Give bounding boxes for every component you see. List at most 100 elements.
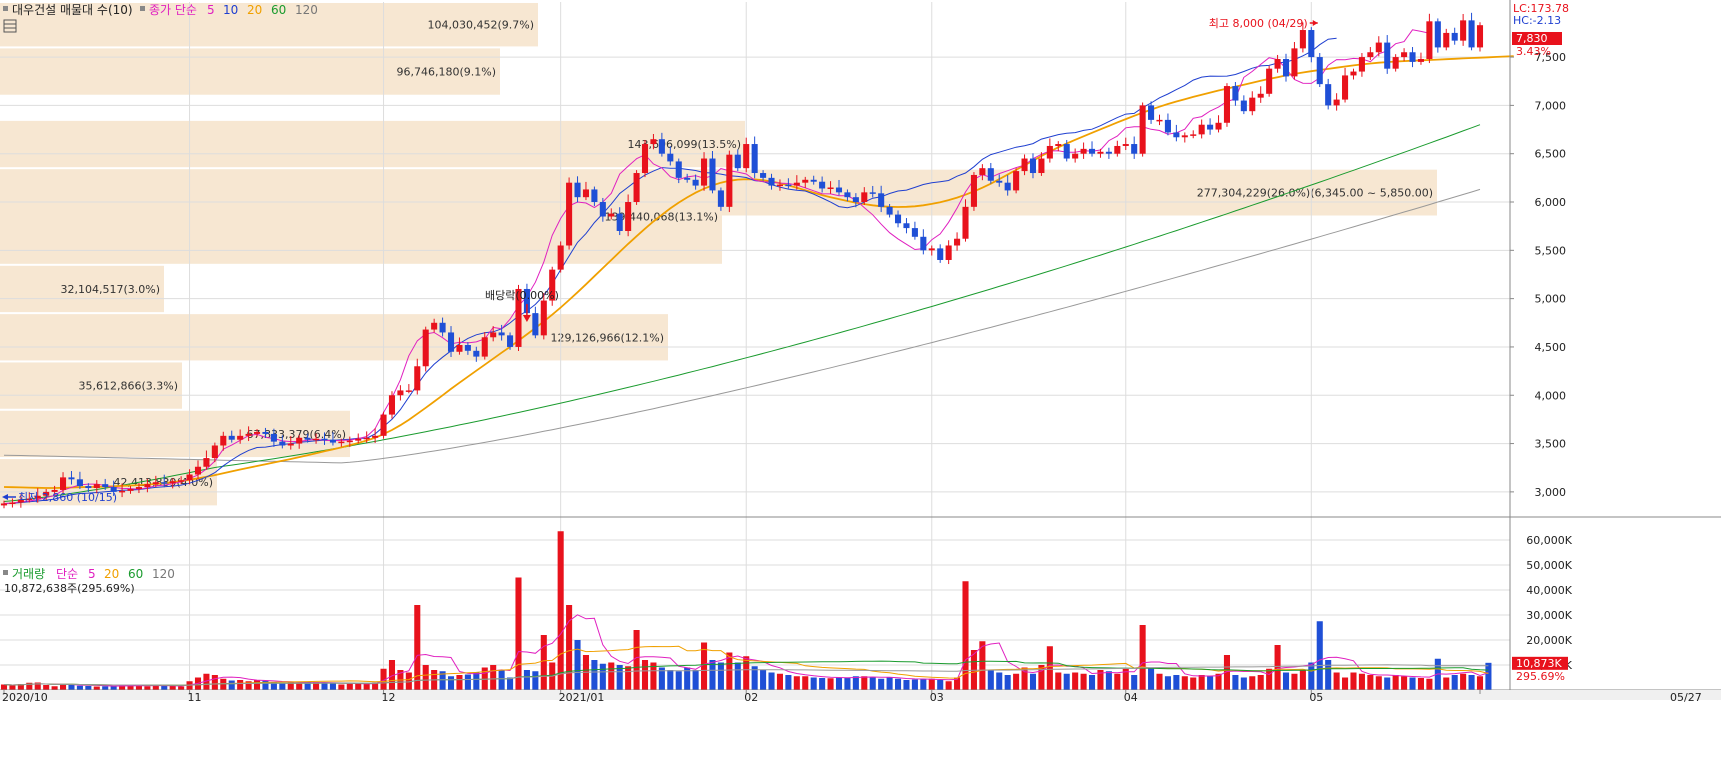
volume-bar bbox=[380, 668, 387, 690]
candle-body bbox=[861, 192, 868, 203]
volume-bar bbox=[439, 671, 446, 690]
candle-body bbox=[144, 484, 151, 488]
volume-bar bbox=[93, 686, 100, 690]
candle-body bbox=[397, 390, 404, 396]
volume-bar bbox=[135, 685, 142, 690]
candle-body bbox=[68, 477, 75, 480]
candle-body bbox=[237, 435, 244, 440]
candle-body bbox=[1181, 135, 1188, 138]
candle-body bbox=[1350, 71, 1357, 76]
volume-bar bbox=[557, 531, 564, 690]
volume-bar bbox=[667, 670, 674, 690]
volume-change-badge: 295.69% bbox=[1516, 670, 1565, 683]
candle-body bbox=[1443, 32, 1450, 48]
volume-profile-bar bbox=[0, 314, 668, 361]
date-tick-label: 11 bbox=[188, 691, 202, 704]
volume-bars-layer[interactable] bbox=[0, 531, 1492, 690]
volume-bar bbox=[599, 663, 606, 690]
volume-bar bbox=[1460, 673, 1467, 690]
candle-body bbox=[161, 482, 168, 484]
volume-bar bbox=[507, 677, 514, 690]
volume-badge: 10,873K bbox=[1516, 657, 1562, 670]
candle-body bbox=[844, 192, 851, 198]
candle-body bbox=[1333, 99, 1340, 106]
volume-bar bbox=[34, 682, 41, 690]
candle-body bbox=[1325, 84, 1332, 106]
candle-body bbox=[464, 345, 471, 351]
candle-body bbox=[1468, 20, 1475, 48]
volume-bar bbox=[76, 685, 83, 690]
candle-body bbox=[287, 443, 294, 446]
volume-bar bbox=[776, 673, 783, 690]
candles-layer[interactable] bbox=[0, 12, 1484, 509]
candle-body bbox=[211, 445, 218, 459]
candle-body bbox=[338, 441, 345, 444]
volume-bar bbox=[743, 656, 750, 690]
volume-bar bbox=[422, 665, 429, 690]
volume-bar bbox=[313, 682, 320, 690]
volume-bar bbox=[726, 652, 733, 690]
ma20-line bbox=[3, 55, 1514, 489]
volume-bar bbox=[144, 686, 151, 690]
candle-body bbox=[152, 482, 159, 485]
candle-body bbox=[1105, 151, 1112, 154]
candle-body bbox=[1257, 93, 1264, 98]
volume-bar bbox=[1207, 676, 1214, 690]
candle-body bbox=[954, 238, 961, 246]
candle-body bbox=[93, 484, 100, 489]
volume-profile-label: 104,030,452(9.7%) bbox=[427, 19, 534, 32]
candle-body bbox=[582, 189, 590, 198]
volume-bar bbox=[1266, 668, 1273, 690]
candle-body bbox=[692, 179, 699, 186]
volume-profile-bar bbox=[0, 3, 538, 47]
volume-bar bbox=[329, 683, 336, 690]
candle-body bbox=[1029, 158, 1037, 174]
volume-bar bbox=[26, 682, 33, 690]
candle-body bbox=[1021, 158, 1028, 172]
volume-tick-label: 50,000K bbox=[1526, 559, 1572, 572]
volume-bar bbox=[692, 670, 699, 690]
volume-bar bbox=[1173, 675, 1180, 690]
volume-bar bbox=[1198, 675, 1205, 690]
volume-bar bbox=[1299, 670, 1306, 690]
candle-body bbox=[819, 181, 826, 189]
volume-bar bbox=[9, 685, 16, 690]
date-tick-label: 03 bbox=[930, 691, 944, 704]
candle-body bbox=[507, 335, 514, 347]
candle-body bbox=[51, 489, 58, 492]
volume-bar bbox=[937, 680, 944, 690]
candle-body bbox=[135, 487, 142, 489]
volume-bar bbox=[1257, 675, 1264, 690]
candle-body bbox=[835, 187, 843, 193]
volume-tick-label: 40,000K bbox=[1526, 584, 1572, 597]
candle-body bbox=[878, 193, 885, 207]
volume-bar bbox=[1401, 676, 1408, 690]
volume-bar bbox=[515, 577, 522, 690]
candle-body bbox=[869, 192, 876, 194]
volume-bar bbox=[1080, 673, 1087, 690]
price-pane-title: 대우건설 매물대 수(10) bbox=[12, 3, 133, 17]
volume-bar bbox=[405, 672, 412, 690]
volume-bar bbox=[1249, 676, 1256, 690]
volume-bar bbox=[835, 677, 843, 690]
grid-layer bbox=[0, 2, 1510, 690]
candle-body bbox=[1114, 145, 1121, 154]
volume-bar bbox=[1291, 673, 1298, 690]
ma60-line bbox=[3, 124, 1481, 502]
volume-bar bbox=[43, 685, 50, 690]
candle-body bbox=[498, 332, 505, 336]
volume-bar bbox=[675, 671, 682, 690]
volume-bar bbox=[1476, 676, 1484, 690]
volume-bar bbox=[211, 675, 218, 690]
volume-profile-bar bbox=[0, 48, 500, 95]
candle-body bbox=[540, 300, 547, 336]
volume-bar bbox=[625, 666, 632, 690]
candle-body bbox=[1215, 122, 1222, 130]
candle-body bbox=[85, 486, 92, 489]
volume-bar bbox=[1013, 673, 1020, 690]
volume-bar bbox=[1004, 675, 1011, 690]
volume-bar bbox=[734, 662, 741, 690]
candle-body bbox=[194, 466, 202, 475]
ma-legend-marker bbox=[140, 6, 145, 11]
